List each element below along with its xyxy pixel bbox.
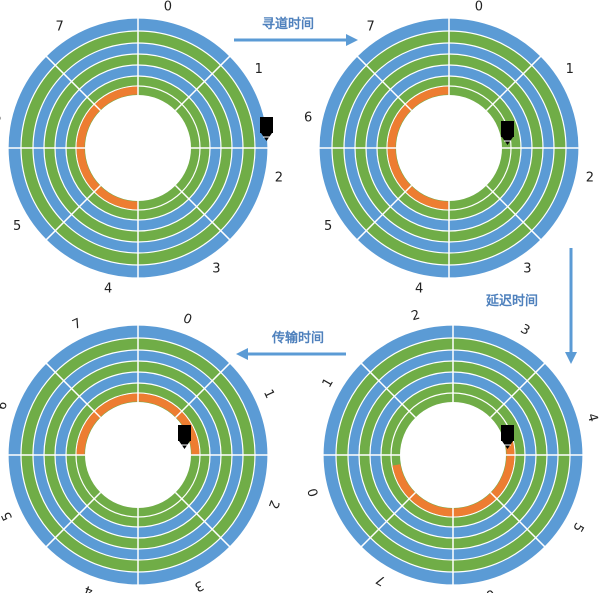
sector-label: 3 [518, 322, 533, 339]
sector-label: 1 [566, 62, 574, 77]
sector-label: 6 [0, 399, 11, 412]
sector-label: 1 [320, 376, 337, 391]
sector-label: 7 [55, 20, 63, 35]
sector-label: 2 [586, 170, 594, 185]
sector-label: 3 [212, 261, 220, 276]
spindle-hole [400, 402, 506, 508]
sector-label: 5 [324, 219, 332, 234]
sector-label: 5 [569, 520, 586, 535]
spindle-hole [85, 95, 191, 201]
sector-label: 6 [0, 111, 1, 126]
sector-label: 7 [374, 571, 389, 588]
sector-label: 0 [306, 486, 323, 498]
rotation-time-arrow [565, 248, 577, 364]
transfer-time-arrow [236, 348, 346, 360]
spindle-hole [396, 95, 502, 201]
sector-label: 2 [410, 308, 422, 325]
sector-label: 6 [304, 111, 312, 126]
transfer-time-label: 传输时间 [271, 330, 324, 346]
sector-label: 4 [104, 281, 112, 296]
rotation-time-label: 延迟时间 [485, 293, 538, 309]
sector-label: 4 [82, 582, 95, 593]
sector-label: 0 [181, 311, 194, 328]
disk-platter-1: 0 1 2 3 4 5 6 7 [0, 0, 283, 296]
seek-time-label: 寻道时间 [262, 16, 314, 32]
sector-label: 2 [265, 498, 282, 511]
disk-platter-3: 2 3 4 5 6 7 0 1 [306, 308, 599, 593]
sector-label: 3 [192, 577, 206, 593]
seek-time-arrow [234, 34, 358, 46]
sector-label: 2 [275, 170, 283, 185]
sector-label: 1 [255, 62, 263, 77]
sector-label: 7 [366, 20, 374, 35]
sector-label: 4 [584, 412, 599, 424]
sector-label: 6 [484, 586, 496, 593]
sector-label: 5 [13, 219, 21, 234]
sector-label: 5 [0, 509, 16, 523]
spindle-hole [85, 402, 191, 508]
sector-label: 4 [415, 281, 423, 296]
sector-label: 1 [260, 387, 277, 401]
sector-label: 7 [70, 316, 84, 333]
sector-label: 3 [523, 261, 531, 276]
sector-label: 0 [164, 0, 172, 15]
sector-label: 0 [475, 0, 483, 15]
